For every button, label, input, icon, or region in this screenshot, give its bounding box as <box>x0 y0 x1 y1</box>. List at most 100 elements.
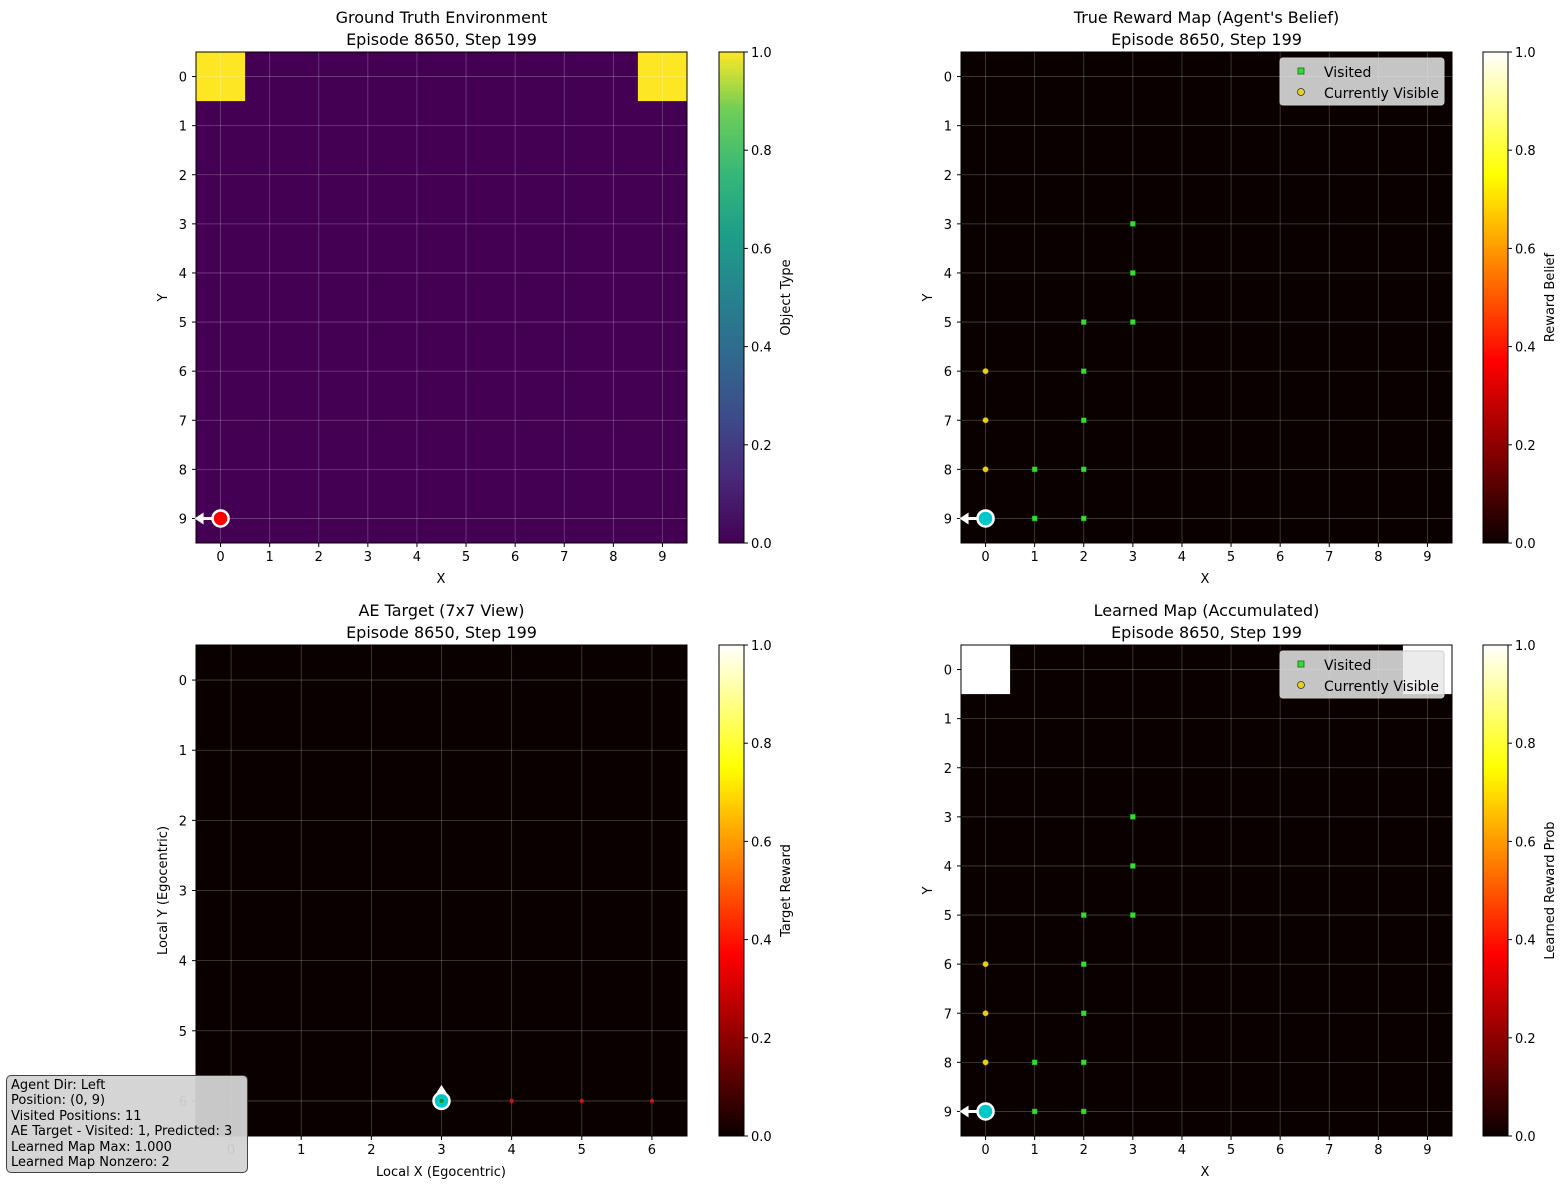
y-tick-label: 3 <box>179 885 187 900</box>
x-tick-label: 2 <box>1080 550 1088 565</box>
y-tick-label: 3 <box>944 218 952 233</box>
colorbar <box>718 644 745 1137</box>
x-tick-label: 0 <box>981 1143 989 1158</box>
colorbar-tick-label: 0.4 <box>1515 341 1536 356</box>
legend: Visited Currently Visible <box>1279 57 1445 106</box>
y-tick-label: 7 <box>944 414 952 429</box>
axes-frame <box>960 644 1453 1137</box>
panel-3: AE Target (7x7 View) Episode 8650, Step 1… <box>156 601 794 1180</box>
heatmap-background <box>196 645 687 1136</box>
y-tick-label: 0 <box>179 71 187 86</box>
visited-marker <box>1031 466 1038 473</box>
visited-marker <box>1081 466 1087 473</box>
y-tick-label: 2 <box>179 169 187 184</box>
x-tick-label: 8 <box>1374 1143 1382 1158</box>
colorbar <box>1482 644 1509 1137</box>
y-tick-label: 3 <box>179 218 187 233</box>
visited-marker <box>1081 1059 1087 1066</box>
colorbar-tick-label: 1.0 <box>751 46 772 61</box>
x-axis-label: X <box>1201 1165 1210 1180</box>
visited-marker <box>1130 912 1136 918</box>
y-axis-label: Y <box>921 293 936 302</box>
visited-marker <box>1081 1010 1087 1016</box>
info-agent-dir: Agent Dir: Left <box>11 1078 106 1093</box>
chart-title: Learned Map (Accumulated) <box>1094 601 1320 620</box>
y-tick-label: 8 <box>944 1056 952 1071</box>
legend-box <box>1279 57 1445 106</box>
x-tick-label: 4 <box>413 550 421 565</box>
y-tick-label: 4 <box>944 267 952 282</box>
info-box: Agent Dir: Left Position: (0, 9) Visited… <box>6 1075 248 1174</box>
x-tick-label: 2 <box>1080 1143 1088 1158</box>
y-tick-label: 3 <box>944 811 952 826</box>
y-tick-label: 5 <box>944 316 952 331</box>
panel-2: True Reward Map (Agent's Belief) Episode … <box>921 8 1558 587</box>
x-tick-label: 0 <box>216 550 224 565</box>
visited-marker <box>1130 814 1136 820</box>
y-tick-label: 8 <box>944 463 952 478</box>
y-tick-label: 9 <box>944 1105 952 1120</box>
y-tick-label: 8 <box>179 463 187 478</box>
colorbar-tick-label: 0.8 <box>1515 144 1536 159</box>
x-tick-label: 5 <box>1227 1143 1235 1158</box>
x-tick-label: 2 <box>367 1143 375 1158</box>
x-tick-label: 9 <box>1423 1143 1431 1158</box>
colorbar-label: Reward Belief <box>1543 252 1558 342</box>
colorbar-tick-label: 0.6 <box>751 835 772 850</box>
legend-visited-swatch <box>1297 67 1305 75</box>
visible-marker <box>982 417 989 424</box>
y-tick-label: 0 <box>944 71 952 86</box>
x-tick-label: 7 <box>560 550 568 565</box>
colorbar-tick-label: 0.6 <box>1515 835 1536 850</box>
heatmap-background <box>961 645 1452 1136</box>
x-tick-label: 8 <box>609 550 617 565</box>
colorbar-label: Target Reward <box>779 844 794 938</box>
y-tick-label: 4 <box>944 860 952 875</box>
colorbar-tick-label: 0.0 <box>1515 1130 1536 1145</box>
visited-marker <box>1031 1059 1038 1066</box>
y-tick-label: 2 <box>944 762 952 777</box>
info-position: Position: (0, 9) <box>11 1093 106 1109</box>
x-tick-label: 9 <box>1423 550 1431 565</box>
visited-marker <box>1130 863 1136 869</box>
chart-subtitle: Episode 8650, Step 199 <box>346 623 537 642</box>
agent-marker <box>976 1102 995 1121</box>
legend-visited-label: Visited <box>1324 65 1371 81</box>
x-tick-label: 5 <box>462 550 470 565</box>
x-tick-label: 3 <box>1129 1143 1137 1158</box>
visited-marker <box>1130 319 1136 325</box>
y-tick-label: 1 <box>179 120 187 135</box>
colorbar-tick-label: 0.2 <box>751 439 772 454</box>
visible-marker <box>982 1010 989 1017</box>
visited-marker <box>1130 270 1136 276</box>
x-tick-label: 6 <box>1276 550 1284 565</box>
legend-visible-swatch <box>1297 681 1305 689</box>
legend-box <box>1279 650 1445 699</box>
info-visited-positions: Visited Positions: 11 <box>11 1108 142 1124</box>
x-tick-label: 1 <box>1031 1143 1039 1158</box>
y-tick-label: 0 <box>944 664 952 679</box>
axes-frame <box>960 51 1453 544</box>
visited-dot <box>439 1098 444 1103</box>
x-tick-label: 1 <box>297 1143 305 1158</box>
predicted-dot <box>579 1098 584 1103</box>
x-tick-label: 4 <box>1178 550 1186 565</box>
y-tick-label: 1 <box>944 120 952 135</box>
visible-marker <box>982 1059 989 1066</box>
x-tick-label: 0 <box>981 550 989 565</box>
visited-marker <box>1031 1108 1038 1115</box>
y-tick-label: 9 <box>179 512 187 527</box>
colorbar-tick-label: 0.8 <box>751 737 772 752</box>
x-tick-label: 7 <box>1325 550 1333 565</box>
chart-title: True Reward Map (Agent's Belief) <box>1073 8 1339 27</box>
y-tick-label: 2 <box>179 814 187 829</box>
y-tick-label: 5 <box>944 909 952 924</box>
agent-arrow-head <box>959 512 969 525</box>
chart-title: AE Target (7x7 View) <box>358 601 524 620</box>
heatmap-cell <box>196 52 246 102</box>
y-tick-label: 9 <box>944 512 952 527</box>
y-tick-label: 1 <box>179 744 187 759</box>
panel-4: Learned Map (Accumulated) Episode 8650, S… <box>921 601 1558 1180</box>
legend-visited-label: Visited <box>1324 658 1371 674</box>
